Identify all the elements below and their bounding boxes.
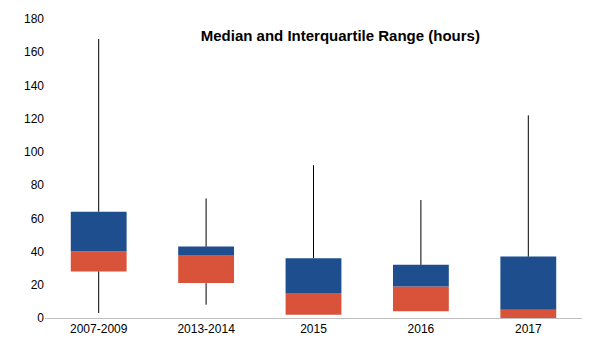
svg-text:0: 0 [37,311,44,325]
svg-text:160: 160 [24,45,44,59]
svg-text:20: 20 [31,278,45,292]
svg-text:40: 40 [31,245,45,259]
svg-text:180: 180 [24,12,44,26]
svg-text:2016: 2016 [408,322,435,336]
svg-text:60: 60 [31,212,45,226]
svg-text:2013-2014: 2013-2014 [177,322,235,336]
svg-text:2015: 2015 [300,322,327,336]
svg-text:80: 80 [31,178,45,192]
svg-text:120: 120 [24,112,44,126]
svg-text:Median and Interquartile Range: Median and Interquartile Range (hours) [201,27,480,44]
svg-text:2017: 2017 [515,322,542,336]
svg-text:100: 100 [24,145,44,159]
svg-text:140: 140 [24,79,44,93]
svg-text:2007-2009: 2007-2009 [70,322,128,336]
